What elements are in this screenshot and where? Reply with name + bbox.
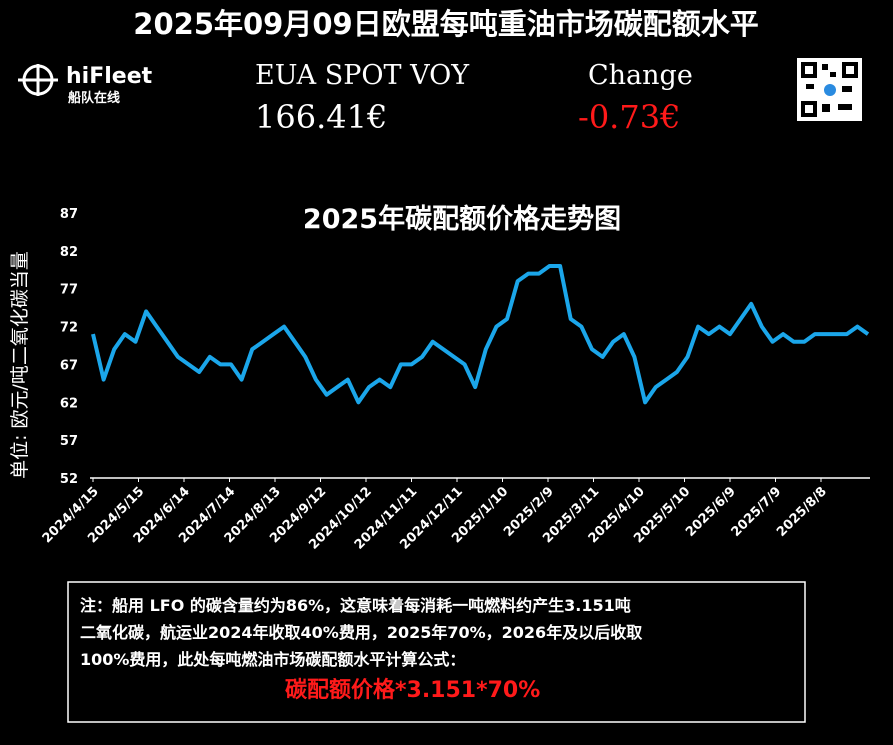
page-title: 2025年09月09日欧盟每吨重油市场碳配额水平 bbox=[133, 7, 758, 41]
change: -0.73€ bbox=[578, 98, 680, 136]
logo-subtext: 船队在线 bbox=[68, 90, 120, 106]
price-label: EUA SPOT VOY bbox=[255, 60, 470, 91]
logo: hiFleet 船队在线 bbox=[18, 64, 153, 106]
logo-text: hiFleet bbox=[66, 64, 153, 89]
y-tick-label: 67 bbox=[60, 358, 78, 373]
y-tick-label: 72 bbox=[60, 321, 78, 336]
y-tick-label: 52 bbox=[60, 472, 78, 487]
note-formula: 碳配额价格*3.151*70% bbox=[285, 677, 540, 703]
note-box bbox=[67, 581, 806, 723]
price: 166.41€ bbox=[255, 98, 387, 136]
data-line bbox=[91, 264, 870, 405]
y-tick-label: 57 bbox=[60, 434, 78, 449]
note-line: 100%费用，此处每吨燃油市场碳配额水平计算公式： bbox=[80, 650, 465, 669]
y-tick-label: 87 bbox=[60, 207, 78, 222]
y-tick-label: 62 bbox=[60, 396, 78, 411]
qr-code bbox=[797, 58, 862, 121]
change-label: Change bbox=[588, 60, 693, 91]
y-axis-label: 单位: 欧元/吨二氧化碳当量 bbox=[9, 251, 31, 479]
y-tick-label: 82 bbox=[60, 245, 78, 260]
y-tick-label: 77 bbox=[60, 283, 78, 298]
note-line: 注：船用 LFO 的碳含量约为86%，这意味着每消耗一吨燃料约产生3.151吨 bbox=[80, 596, 631, 615]
chart-title: 2025年碳配额价格走势图 bbox=[303, 203, 621, 235]
note-line: 二氧化碳，航运业2024年收取40%费用，2025年70%，2026年及以后收取 bbox=[80, 623, 642, 642]
